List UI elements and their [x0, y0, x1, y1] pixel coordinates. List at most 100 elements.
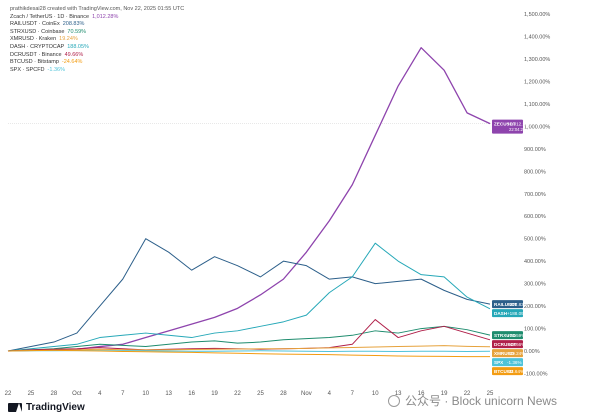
price-label-name: DCRUSDT: [494, 342, 517, 347]
price-label-name: RAILUSDT: [494, 302, 517, 307]
legend-item: BTCUSD · Bitstamp -24.64%: [10, 59, 184, 67]
x-tick-label: 22: [464, 391, 471, 397]
x-tick-label: 25: [257, 391, 264, 397]
x-tick-label: 10: [142, 391, 149, 397]
x-tick-label: 22: [234, 391, 241, 397]
price-label-box: [492, 300, 523, 309]
price-label-value: +1,012.28%: [507, 121, 532, 126]
y-tick-label: 800.00%: [524, 169, 546, 175]
x-tick-label: 22: [5, 391, 12, 397]
y-tick-label: 1,100.00%: [524, 102, 550, 108]
price-label-value: +19.24%: [507, 351, 525, 356]
x-tick-label: 4: [98, 391, 102, 397]
legend: Zcach / TetherUS · 1D · Binance 1,012.28%…: [10, 14, 184, 75]
price-label-name: SPX: [494, 360, 504, 365]
legend-label: RAILUSDT · CoinEx: [10, 21, 60, 28]
price-label-box: [492, 331, 523, 340]
price-label-value: -24.64%: [507, 369, 524, 374]
legend-value: 19.24%: [59, 36, 78, 43]
x-tick-label: Nov: [301, 391, 312, 397]
y-tick-label: 100.00%: [524, 327, 546, 333]
tradingview-icon: [8, 403, 22, 412]
watermark: 公众号 · Block unicorn News: [388, 392, 557, 409]
x-tick-label: 7: [351, 391, 355, 397]
price-label-value: +70.59%: [507, 333, 525, 338]
chart-header: prathikdesai28 created with TradingView.…: [10, 6, 184, 74]
chart-meta: prathikdesai28 created with TradingView.…: [10, 6, 185, 12]
price-label-name: ZECUSDT: [494, 121, 516, 126]
x-tick-label: 25: [28, 391, 35, 397]
y-tick-label: 1,300.00%: [524, 57, 550, 63]
y-tick-label: -100.00%: [524, 372, 548, 378]
tradingview-logo: TradingView: [8, 402, 85, 413]
y-tick-label: 700.00%: [524, 192, 546, 198]
y-tick-label: 1,500.00%: [524, 12, 550, 18]
legend-item: Zcach / TetherUS · 1D · Binance 1,012.28%: [10, 14, 184, 22]
series-line: [7, 242, 491, 352]
legend-item: DCRUSDT · Binance 49.66%: [10, 52, 184, 60]
y-tick-label: 400.00%: [524, 259, 546, 265]
price-label-box: [492, 309, 523, 318]
legend-value: 188.05%: [67, 43, 89, 50]
price-label-value: +49.66%: [507, 342, 525, 347]
price-label-name: XMRUSD: [494, 351, 515, 356]
price-label-sub: 22:04:22: [509, 127, 526, 132]
y-tick-label: 900.00%: [524, 147, 546, 153]
price-label-box: [492, 340, 523, 349]
watermark-text: 公众号 · Block unicorn News: [405, 394, 558, 408]
x-tick-label: 7: [121, 391, 125, 397]
price-label-name: STRXUSD: [494, 333, 517, 338]
y-tick-label: 300.00%: [524, 282, 546, 288]
x-tick-label: 19: [441, 391, 448, 397]
legend-label: XMRUSD · Kraken: [10, 36, 57, 43]
legend-item: SPX · SPCFD -1.36%: [10, 67, 184, 75]
price-label-value: +208.83%: [507, 302, 528, 307]
legend-label: DCRUSDT · Binance: [10, 51, 62, 58]
price-label-box: [492, 358, 523, 367]
x-tick-label: 10: [372, 391, 379, 397]
y-tick-label: 0.00%: [524, 349, 540, 355]
y-tick-label: 1,400.00%: [524, 34, 550, 40]
series-line: [7, 349, 490, 358]
legend-item: STRXUSD · Coinbase 70.59%: [10, 29, 184, 37]
legend-item: RAILUSDT · CoinEx 208.83%: [10, 21, 184, 29]
x-tick-label: 28: [51, 391, 58, 397]
y-tick-label: 600.00%: [524, 214, 546, 220]
price-label-name: DASH: [494, 311, 508, 316]
series-line: [7, 238, 491, 352]
legend-label: DASH · CRYPTOCAP: [10, 43, 65, 50]
y-tick-label: 1,200.00%: [524, 79, 550, 85]
y-tick-label: 200.00%: [524, 304, 546, 310]
legend-label: Zcach / TetherUS · 1D · Binance: [10, 13, 90, 20]
x-tick-label: 28: [280, 391, 287, 397]
y-tick-label: 1,000.00%: [524, 124, 550, 130]
legend-value: 70.59%: [67, 28, 87, 35]
x-tick-label: 25: [487, 391, 494, 397]
wechat-icon: [388, 394, 400, 407]
legend-value: -1.36%: [47, 66, 65, 73]
series-line: [7, 325, 491, 352]
legend-label: STRXUSD · Coinbase: [10, 28, 65, 35]
y-tick-label: 500.00%: [524, 237, 546, 243]
price-label-box: [492, 119, 523, 134]
x-tick-label: Oct: [72, 391, 82, 397]
price-label-name: BTCUSD: [494, 369, 514, 374]
x-tick-label: 4: [328, 391, 332, 397]
series-line: [7, 47, 491, 352]
legend-value: 49.66%: [64, 51, 84, 58]
price-label-box: [492, 349, 523, 358]
legend-item: XMRUSD · Kraken 19.24%: [10, 36, 184, 44]
x-tick-label: 16: [418, 391, 425, 397]
x-tick-label: 13: [165, 391, 172, 397]
legend-item: DASH · CRYPTOCAP 188.05%: [10, 44, 184, 52]
legend-label: SPX · SPCFD: [10, 66, 45, 73]
legend-value: 208.83%: [62, 21, 85, 28]
x-tick-label: 16: [188, 391, 195, 397]
brand-name: TradingView: [26, 402, 85, 413]
price-label-value: +188.09%: [507, 311, 528, 316]
price-label-box: [492, 367, 523, 376]
series-line: [7, 345, 491, 352]
legend-value: -24.64%: [61, 59, 83, 66]
x-tick-label: 19: [211, 391, 218, 397]
